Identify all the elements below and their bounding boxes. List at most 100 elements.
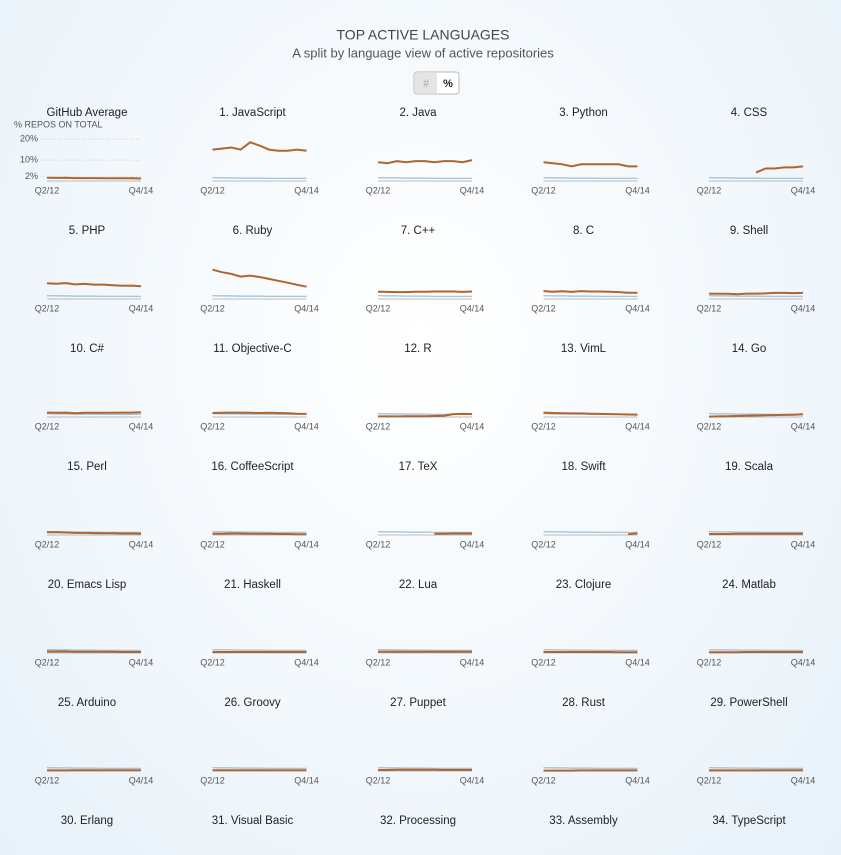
series-line: [47, 650, 141, 653]
series-line: [708, 413, 804, 418]
x-tick-label: Q2/12: [697, 303, 722, 313]
panel-title: 13. VimL: [561, 343, 607, 355]
panel-title: 19. Scala: [725, 461, 774, 473]
x-tick-label: Q4/14: [625, 539, 650, 549]
y-tick-label: 10%: [20, 154, 38, 164]
x-tick-label: Q2/12: [366, 539, 391, 549]
panel-title: 15. Perl: [67, 461, 107, 473]
series-line: [708, 295, 803, 297]
series-line: [46, 649, 141, 651]
x-tick-label: Q2/12: [35, 303, 60, 313]
x-tick-label: Q4/14: [625, 775, 650, 785]
x-tick-label: Q2/12: [531, 539, 556, 549]
panel-title: 24. Matlab: [722, 579, 776, 591]
x-tick-label: Q4/14: [294, 539, 319, 549]
series-line: [628, 532, 638, 536]
series-line: [708, 649, 803, 651]
panel-title: 16. CoffeeScript: [211, 461, 294, 473]
x-tick-label: Q2/12: [35, 421, 60, 431]
toggle-percent[interactable]: %: [443, 78, 453, 90]
series-line: [212, 411, 307, 415]
x-tick-label: Q4/14: [791, 303, 816, 313]
x-tick-label: Q2/12: [35, 657, 60, 667]
x-tick-label: Q4/14: [460, 185, 485, 195]
x-tick-label: Q4/14: [625, 303, 650, 313]
panel-title: 25. Arduino: [58, 697, 116, 709]
panel-title: 34. TypeScript: [712, 815, 786, 827]
x-tick-label: Q2/12: [366, 775, 391, 785]
series-line: [212, 532, 307, 536]
panel-title: 11. Objective-C: [213, 343, 291, 355]
panel-title: 8. C: [573, 225, 594, 237]
panel-title: 3. Python: [559, 107, 608, 119]
series-line: [377, 649, 472, 651]
y-tick-label: 20%: [20, 134, 38, 144]
panel-title: 23. Clojure: [556, 579, 612, 591]
x-tick-label: Q4/14: [294, 421, 319, 431]
series-line: [708, 177, 803, 179]
toggle-count-bg[interactable]: [415, 73, 437, 93]
series-line: [212, 767, 307, 769]
panel-title: 14. Go: [732, 343, 767, 355]
x-tick-label: Q2/12: [697, 185, 722, 195]
x-tick-label: Q4/14: [294, 185, 319, 195]
x-tick-label: Q4/14: [625, 657, 650, 667]
series-line: [212, 268, 307, 288]
x-tick-label: Q4/14: [129, 185, 154, 195]
x-tick-label: Q2/12: [697, 539, 722, 549]
panel-title: 29. PowerShell: [710, 697, 787, 709]
x-tick-label: Q4/14: [460, 303, 485, 313]
series-line: [46, 413, 141, 415]
panel-title: 30. Erlang: [61, 815, 113, 827]
series-line: [46, 531, 142, 535]
x-tick-label: Q4/14: [791, 775, 816, 785]
series-line: [377, 531, 472, 533]
x-tick-label: Q4/14: [129, 539, 154, 549]
series-line: [212, 177, 307, 179]
panel-title: 26. Groovy: [224, 697, 280, 709]
panel-title: 27. Puppet: [390, 697, 446, 709]
series-line: [212, 649, 307, 651]
series-line: [377, 177, 472, 179]
series-line: [377, 767, 472, 769]
x-tick-label: Q4/14: [791, 539, 816, 549]
x-tick-label: Q4/14: [294, 303, 319, 313]
series-line: [708, 531, 803, 533]
panel-title: 7. C++: [401, 225, 436, 237]
series-line: [543, 531, 638, 533]
x-tick-label: Q2/12: [366, 185, 391, 195]
x-tick-label: Q2/12: [531, 775, 556, 785]
panel-title: 18. Swift: [561, 461, 606, 473]
panel-title: 2. Java: [399, 107, 437, 119]
series-line: [377, 295, 472, 297]
x-tick-label: Q4/14: [129, 657, 154, 667]
x-tick-label: Q4/14: [460, 657, 485, 667]
x-tick-label: Q4/14: [294, 775, 319, 785]
x-tick-label: Q2/12: [531, 185, 556, 195]
x-tick-label: Q4/14: [460, 775, 485, 785]
x-tick-label: Q4/14: [129, 421, 154, 431]
panel-title: 12. R: [404, 343, 432, 355]
x-tick-label: Q2/12: [200, 421, 225, 431]
panel-title: 1. JavaScript: [219, 107, 286, 119]
x-tick-label: Q4/14: [625, 185, 650, 195]
x-tick-label: Q2/12: [35, 185, 60, 195]
x-tick-label: Q4/14: [129, 303, 154, 313]
x-tick-label: Q2/12: [200, 657, 225, 667]
x-tick-label: Q4/14: [625, 421, 650, 431]
panel-title: 21. Haskell: [224, 579, 281, 591]
x-tick-label: Q2/12: [366, 657, 391, 667]
x-tick-label: Q2/12: [366, 303, 391, 313]
series-line: [212, 295, 307, 297]
series-line: [708, 767, 803, 769]
toggle-count[interactable]: #: [423, 78, 430, 90]
panel-title: 20. Emacs Lisp: [48, 579, 127, 591]
series-line: [543, 649, 638, 651]
panel-title: 17. TeX: [399, 461, 438, 473]
series-line: [755, 165, 804, 174]
x-tick-label: Q2/12: [200, 775, 225, 785]
panel-title: 28. Rust: [562, 697, 606, 709]
panel-title: 5. PHP: [69, 225, 106, 237]
series-line: [46, 767, 141, 769]
panel-title: 6. Ruby: [233, 225, 273, 237]
